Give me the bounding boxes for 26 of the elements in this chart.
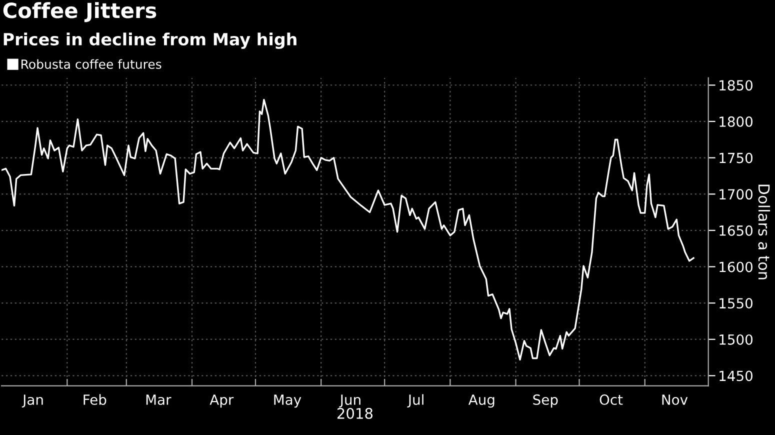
x-tick-label: Oct <box>600 394 623 405</box>
x-tick-label: Jul <box>407 394 424 408</box>
x-tick-label: Jan <box>22 394 43 408</box>
chart-title: Coffee Jitters <box>3 2 156 22</box>
y-tick-label: 1650 <box>720 225 752 236</box>
x-axis-title: 2018 <box>337 408 373 419</box>
y-tick-label: 1750 <box>720 152 752 164</box>
line-series <box>2 98 694 361</box>
y-tick-label: 1600 <box>720 262 752 272</box>
y-tick-label: 1450 <box>720 370 752 382</box>
y-axis-title: Dollars a ton <box>758 184 770 280</box>
y-tick-label: 1550 <box>720 298 752 309</box>
x-tick-label: Feb <box>84 394 106 405</box>
y-tick-label: 1800 <box>720 116 752 127</box>
x-tick-label: Mar <box>146 394 172 405</box>
x-tick-label: Aug <box>468 394 494 408</box>
x-tick-label: Sep <box>533 394 558 408</box>
chart-subtitle: Prices in decline from May high <box>4 32 296 49</box>
y-tick-label: 1850 <box>720 80 752 91</box>
x-tick-label: May <box>274 394 302 408</box>
x-tick-label: Nov <box>662 394 688 405</box>
x-tick-label: Apr <box>210 394 234 408</box>
x-tick-label: Jun <box>339 394 360 408</box>
y-tick-label: 1700 <box>720 189 752 200</box>
y-tick-label: 1500 <box>720 334 752 345</box>
legend-label: Robusta coffee futures <box>22 59 162 69</box>
